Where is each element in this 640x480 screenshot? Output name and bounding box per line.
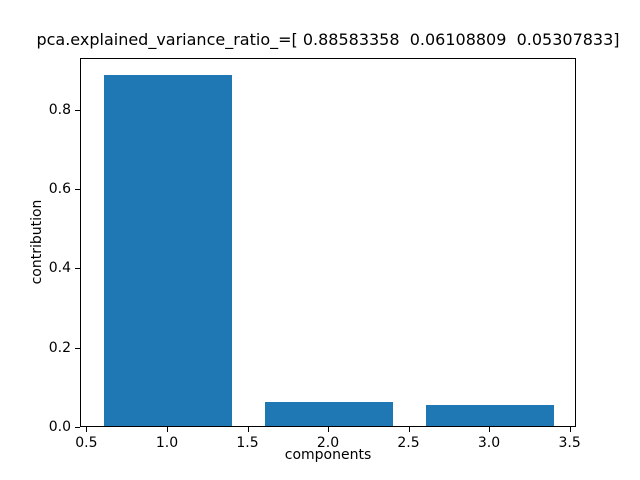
chart-title: pca.explained_variance_ratio_=[ 0.885833…	[36, 30, 620, 49]
y-tick-label: 0.2	[48, 339, 71, 356]
y-tick-mark	[75, 268, 80, 270]
x-tick-label: 0.5	[75, 435, 98, 451]
x-tick-mark	[86, 427, 88, 432]
x-tick-mark	[328, 427, 329, 432]
x-tick-mark	[489, 427, 490, 432]
bar-component-3	[425, 404, 555, 426]
x-tick-mark	[408, 427, 410, 432]
y-tick-label: 0.8	[48, 101, 71, 118]
y-tick-mark	[75, 109, 80, 111]
bar-component-2	[264, 401, 394, 426]
x-tick-label: 2.0	[316, 435, 340, 451]
y-axis-label: contribution	[29, 199, 45, 285]
y-tick-label: 0.4	[48, 260, 71, 277]
x-tick-label: 1.0	[155, 435, 179, 451]
y-tick-label: 0.6	[48, 181, 71, 197]
y-tick-mark	[75, 347, 80, 349]
x-tick-mark	[167, 427, 168, 432]
x-tick-mark	[569, 427, 571, 432]
y-tick-mark	[75, 427, 80, 428]
plot-area	[80, 58, 576, 427]
x-tick-mark	[247, 427, 249, 432]
x-tick-label: 1.5	[236, 435, 259, 451]
y-tick-label: 0.0	[48, 419, 71, 435]
y-tick-mark	[75, 189, 80, 190]
x-axis-label: components	[284, 447, 372, 463]
x-tick-label: 3.0	[477, 435, 501, 451]
x-tick-label: 3.5	[558, 435, 581, 451]
bar-component-1	[103, 74, 233, 426]
x-tick-label: 2.5	[397, 435, 420, 451]
